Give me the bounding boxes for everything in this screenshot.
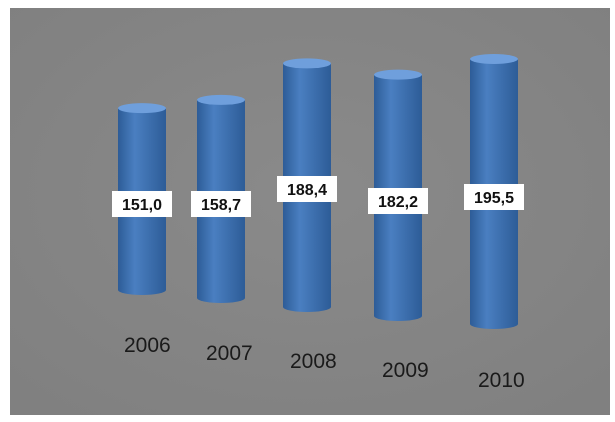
data-label-text: 195,5 xyxy=(474,190,514,207)
data-label-2007: 158,7 xyxy=(191,191,251,217)
data-label-2010: 195,5 xyxy=(464,184,524,210)
data-label-box xyxy=(368,188,428,214)
data-label-box xyxy=(191,191,251,217)
category-label-2009: 2009 xyxy=(382,359,429,382)
data-label-2008: 188,4 xyxy=(277,176,337,202)
data-labels-group: 151,0 158,7 188,4 182,2 195,5 xyxy=(112,176,524,217)
category-label-2008: 2008 xyxy=(290,350,337,373)
bar-top xyxy=(470,53,518,64)
data-label-2009: 182,2 xyxy=(368,188,428,214)
bar-top xyxy=(283,58,331,69)
data-label-2006: 151,0 xyxy=(112,191,172,217)
data-label-text: 188,4 xyxy=(287,182,327,199)
data-label-box xyxy=(112,191,172,217)
category-label-2007: 2007 xyxy=(206,342,253,365)
category-labels-group: 2006 2007 2008 2009 2010 xyxy=(124,334,525,392)
category-label-2010: 2010 xyxy=(478,369,525,392)
data-label-box xyxy=(277,176,337,202)
bar-top xyxy=(118,103,166,114)
data-label-text: 158,7 xyxy=(201,197,241,214)
data-label-box xyxy=(464,184,524,210)
bar-top xyxy=(374,69,422,80)
data-label-text: 151,0 xyxy=(122,197,162,214)
category-label-2006: 2006 xyxy=(124,334,171,357)
bar-top xyxy=(197,94,245,105)
data-label-text: 182,2 xyxy=(378,194,418,211)
